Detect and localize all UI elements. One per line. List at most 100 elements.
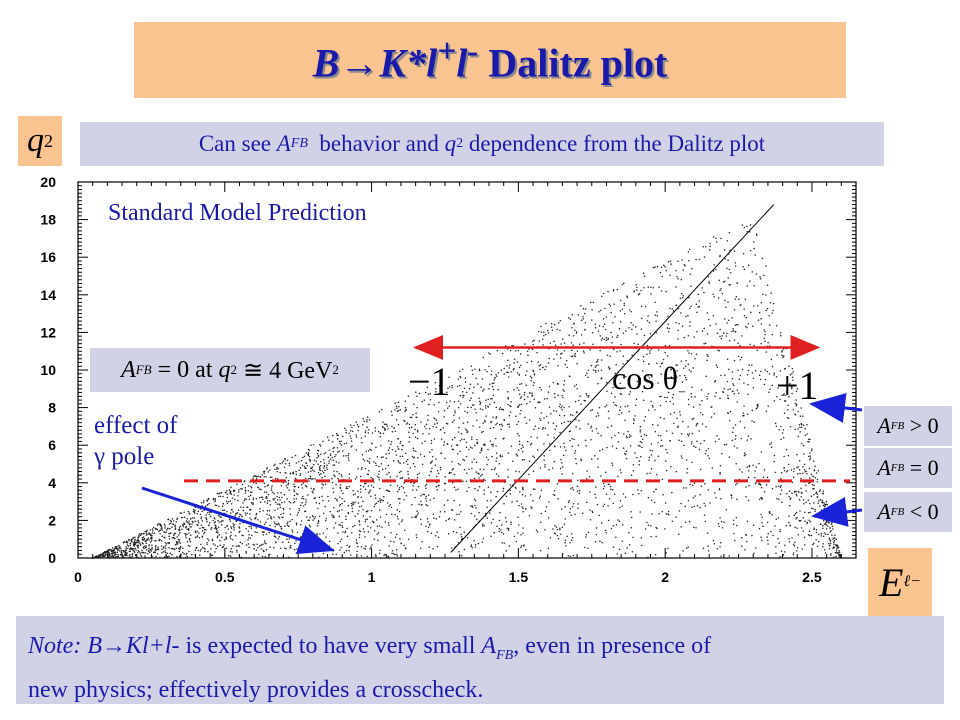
scatter-point — [280, 527, 283, 530]
scatter-point — [519, 413, 521, 415]
scatter-point — [677, 425, 679, 428]
scatter-point — [331, 456, 334, 459]
scatter-point — [719, 335, 721, 338]
scatter-point — [219, 544, 222, 546]
scatter-point — [308, 547, 310, 549]
scatter-point — [129, 548, 131, 551]
scatter-point — [439, 511, 442, 513]
scatter-point — [491, 468, 493, 471]
scatter-point — [216, 535, 219, 537]
scatter-point — [650, 443, 653, 445]
scatter-point — [230, 486, 232, 489]
scatter-point — [345, 515, 347, 518]
scatter-point — [264, 541, 266, 544]
scatter-point — [838, 550, 840, 552]
scatter-point — [120, 552, 123, 554]
scatter-point — [806, 423, 808, 426]
scatter-point — [305, 462, 308, 464]
scatter-point — [521, 506, 523, 508]
scatter-point — [367, 510, 369, 512]
scatter-point — [116, 545, 118, 548]
scatter-point — [388, 490, 391, 493]
scatter-point — [507, 452, 510, 454]
scatter-point — [522, 507, 524, 509]
scatter-point — [790, 497, 792, 499]
scatter-point — [760, 301, 762, 304]
scatter-point — [458, 384, 461, 387]
scatter-point — [804, 544, 806, 546]
scatter-point — [322, 532, 325, 534]
scatter-point — [396, 509, 399, 511]
scatter-point — [140, 555, 143, 557]
scatter-point — [491, 398, 493, 400]
scatter-point — [525, 508, 527, 510]
scatter-point — [601, 541, 603, 544]
scatter-point — [628, 410, 630, 413]
scatter-point — [463, 531, 465, 534]
scatter-point — [249, 491, 252, 493]
scatter-point — [690, 395, 693, 398]
scatter-point — [498, 519, 501, 522]
scatter-point — [653, 490, 655, 493]
scatter-point — [174, 532, 176, 535]
scatter-point — [473, 404, 475, 406]
scatter-point — [602, 482, 605, 485]
scatter-point — [166, 556, 169, 558]
scatter-point — [284, 547, 286, 549]
scatter-point — [459, 439, 462, 442]
scatter-point — [650, 535, 652, 538]
scatter-point — [619, 469, 622, 471]
scatter-point — [805, 470, 807, 473]
scatter-point — [532, 455, 534, 457]
scatter-point — [595, 527, 598, 529]
scatter-point — [720, 520, 723, 523]
scatter-point — [704, 520, 706, 523]
scatter-point — [516, 500, 518, 502]
eq-gev-exp: 2 — [332, 362, 339, 377]
scatter-point — [130, 539, 132, 541]
scatter-point — [798, 423, 801, 426]
scatter-point — [630, 310, 632, 313]
scatter-point — [490, 491, 492, 494]
scatter-point — [702, 245, 704, 248]
scatter-point — [255, 512, 258, 515]
scatter-point — [131, 555, 134, 557]
scatter-point — [610, 527, 613, 530]
scatter-point — [789, 498, 791, 501]
scatter-point — [426, 386, 429, 388]
scatter-point — [379, 516, 382, 518]
scatter-point — [490, 535, 492, 538]
scatter-point — [426, 530, 429, 533]
scatter-point — [463, 438, 465, 441]
scatter-point — [247, 530, 250, 532]
scatter-point — [799, 510, 801, 512]
scatter-point — [379, 499, 381, 502]
scatter-point — [382, 499, 384, 502]
scatter-point — [747, 499, 750, 502]
scatter-point — [326, 436, 329, 438]
scatter-point — [178, 555, 181, 558]
scatter-point — [619, 350, 621, 352]
scatter-point — [495, 375, 498, 377]
scatter-point — [322, 440, 324, 442]
scatter-point — [478, 369, 481, 372]
scatter-point — [483, 525, 485, 527]
scatter-point — [286, 522, 288, 525]
scatter-point — [332, 491, 335, 494]
scatter-point — [478, 426, 481, 428]
scatter-point — [824, 533, 827, 535]
scatter-point — [244, 498, 246, 500]
scatter-point — [366, 421, 368, 423]
scatter-point — [245, 528, 247, 530]
scatter-point — [341, 497, 343, 500]
scatter-point — [623, 304, 626, 307]
scatter-point — [822, 492, 824, 495]
scatter-point — [138, 551, 141, 553]
scatter-point — [552, 381, 555, 384]
scatter-point — [518, 471, 520, 473]
scatter-point — [794, 428, 796, 431]
scatter-point — [416, 510, 418, 512]
scatter-point — [488, 365, 490, 367]
scatter-point — [822, 543, 824, 545]
